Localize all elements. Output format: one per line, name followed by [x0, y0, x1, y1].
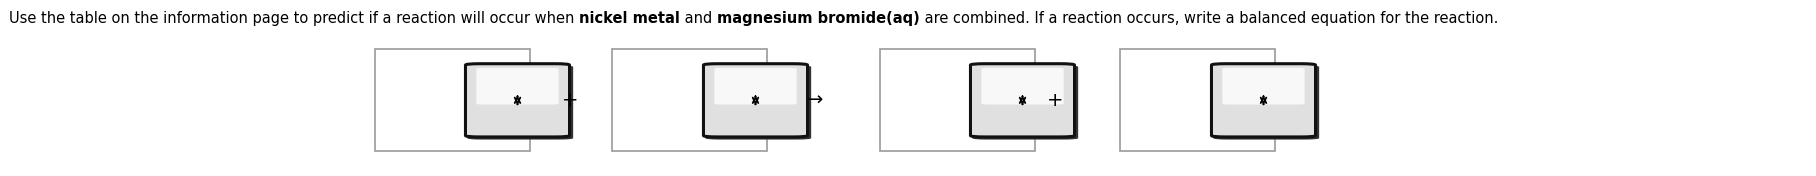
FancyBboxPatch shape: [374, 49, 530, 151]
FancyBboxPatch shape: [467, 65, 574, 140]
FancyBboxPatch shape: [970, 64, 1075, 137]
Text: and: and: [679, 11, 717, 26]
FancyBboxPatch shape: [703, 64, 808, 137]
Text: Use the table on the information page to predict if a reaction will occur when: Use the table on the information page to…: [9, 11, 579, 26]
FancyBboxPatch shape: [705, 65, 812, 140]
Text: are combined. If a reaction occurs, write a balanced equation for the reaction.: are combined. If a reaction occurs, writ…: [919, 11, 1498, 26]
FancyBboxPatch shape: [476, 68, 559, 105]
FancyBboxPatch shape: [881, 49, 1035, 151]
Text: nickel metal: nickel metal: [579, 11, 679, 26]
Text: +: +: [561, 91, 577, 110]
FancyBboxPatch shape: [465, 64, 570, 137]
FancyBboxPatch shape: [972, 65, 1079, 140]
Text: magnesium bromide(aq): magnesium bromide(aq): [717, 11, 919, 26]
FancyBboxPatch shape: [1213, 65, 1318, 140]
FancyBboxPatch shape: [612, 49, 766, 151]
Text: +: +: [1046, 91, 1062, 110]
Text: →: →: [806, 91, 823, 110]
FancyBboxPatch shape: [1222, 68, 1304, 105]
FancyBboxPatch shape: [1211, 64, 1315, 137]
FancyBboxPatch shape: [1120, 49, 1275, 151]
FancyBboxPatch shape: [714, 68, 797, 105]
FancyBboxPatch shape: [981, 68, 1064, 105]
